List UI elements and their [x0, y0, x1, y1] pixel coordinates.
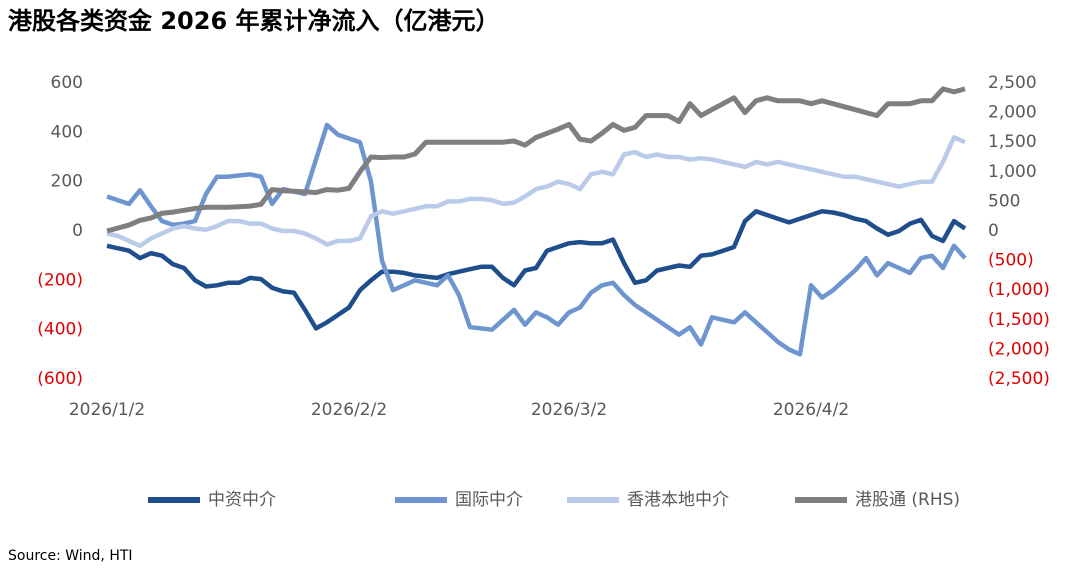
y-tick-label: (400) — [37, 320, 83, 340]
x-tick-label: 2026/3/2 — [531, 400, 607, 420]
y2-tick-label: (500) — [988, 251, 1034, 271]
source: Source: Wind, HTI — [8, 548, 133, 564]
series-line — [106, 209, 967, 331]
y-tick-label: 0 — [72, 221, 83, 241]
y2-tick-label: 2,000 — [988, 103, 1037, 123]
series-line — [106, 122, 967, 357]
y2-tick-label: 0 — [988, 221, 999, 241]
y2-tick-label: (1,500) — [988, 310, 1050, 330]
y2-tick-label: 500 — [988, 191, 1020, 211]
legend-label: 香港本地中介 — [627, 490, 729, 510]
y-tick-label: (600) — [37, 369, 83, 389]
y-tick-label: 600 — [51, 73, 83, 93]
y-tick-label: 400 — [51, 122, 83, 142]
series-line — [106, 135, 966, 249]
chart-title: 港股各类资金 2026 年累计净流入（亿港元） — [8, 7, 500, 35]
y2-tick-label: 1,000 — [988, 162, 1037, 182]
y2-tick-label: (1,000) — [988, 280, 1050, 300]
x-tick-label: 2026/4/2 — [773, 400, 849, 420]
y-tick-label: (200) — [37, 270, 83, 290]
legend-label: 港股通 (RHS) — [855, 490, 960, 510]
x-tick-label: 2026/1/2 — [69, 400, 145, 420]
x-tick-label: 2026/2/2 — [311, 400, 387, 420]
y2-tick-label: (2,500) — [988, 369, 1050, 389]
series-line — [106, 86, 966, 234]
y-tick-label: 200 — [51, 172, 83, 192]
y2-tick-label: (2,000) — [988, 339, 1050, 359]
y2-tick-label: 2,500 — [988, 73, 1037, 93]
y2-tick-label: 1,500 — [988, 132, 1037, 152]
legend-label: 国际中介 — [455, 490, 523, 510]
legend-label: 中资中介 — [208, 490, 276, 510]
